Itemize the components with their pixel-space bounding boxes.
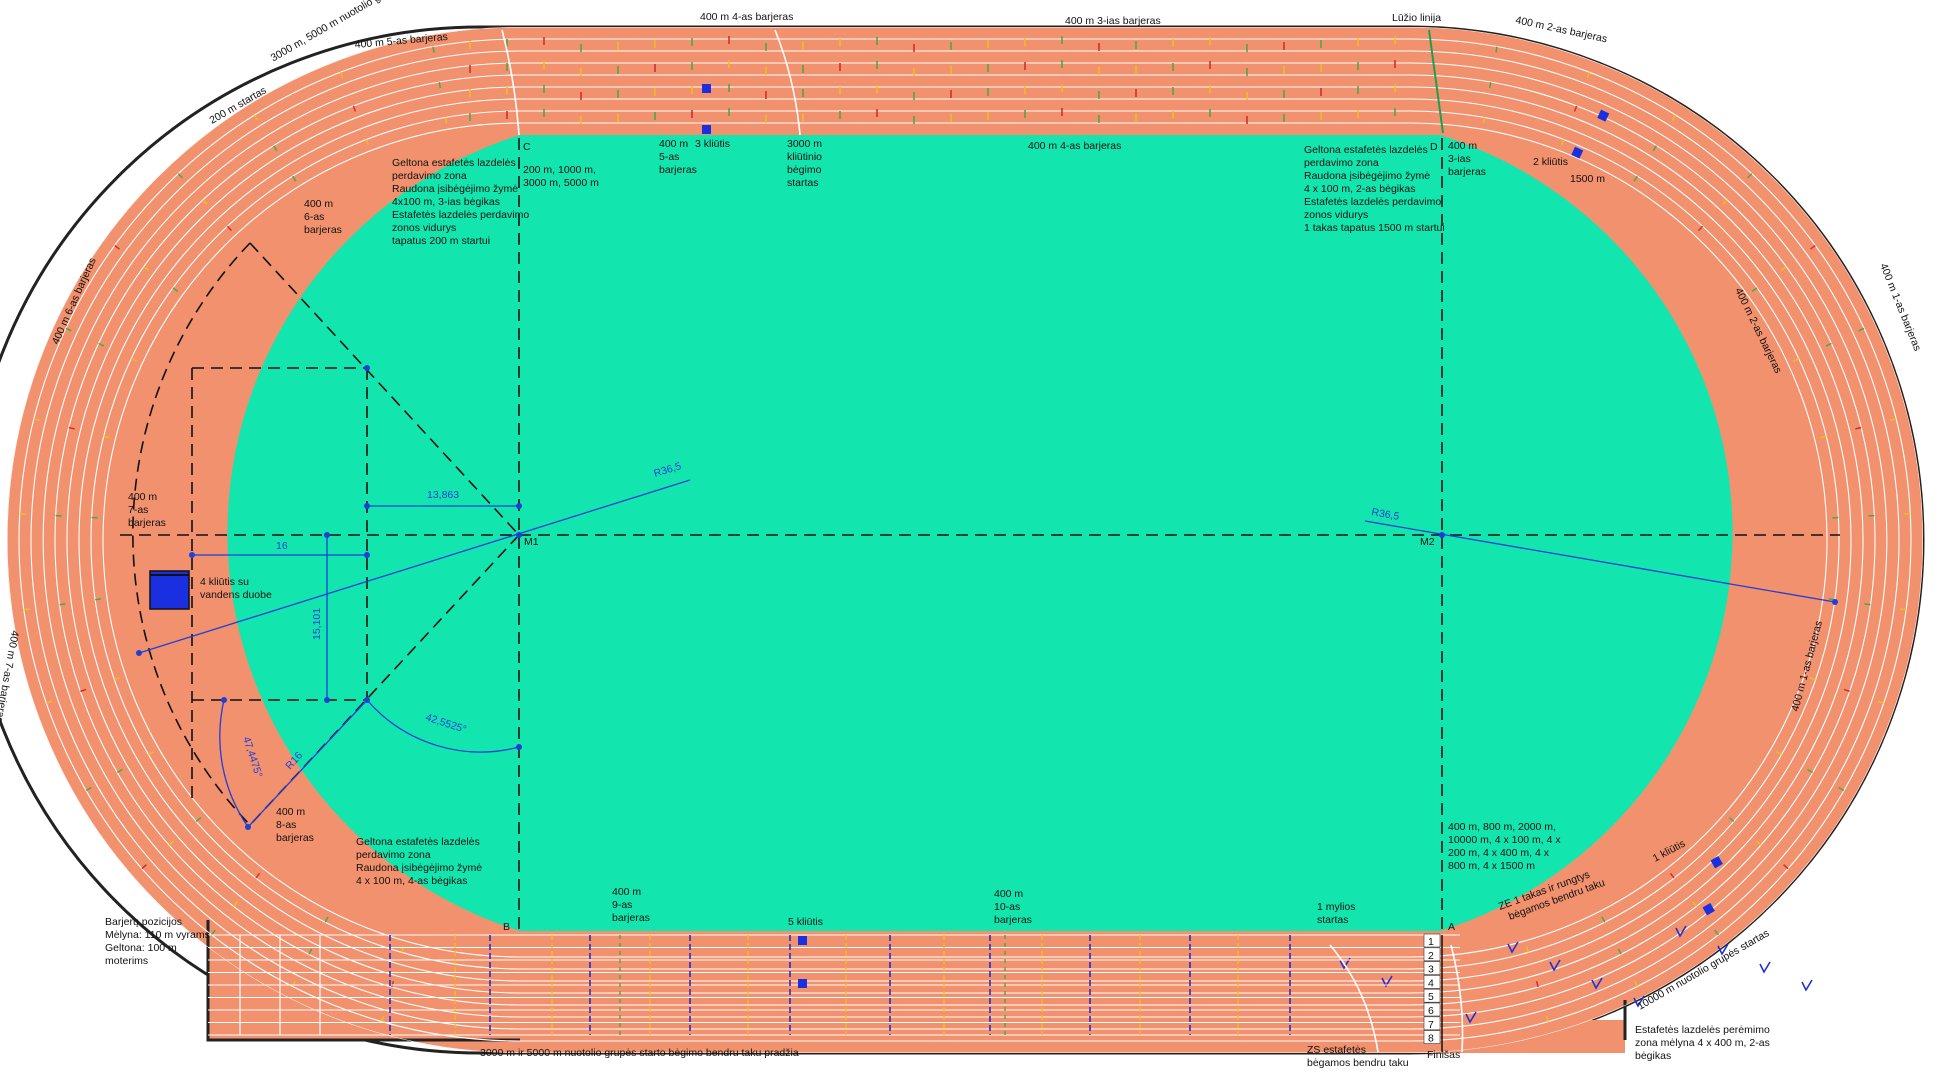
hurdle-tick (439, 82, 440, 88)
hurdle-tick (1483, 118, 1484, 124)
letter-c: C (523, 141, 531, 153)
lane-number: 1 (1428, 936, 1434, 948)
dim-16: 16 (276, 540, 288, 552)
infield-grass (227, 135, 1732, 931)
label-kliutis5: 5 kliūtis (788, 916, 823, 928)
lane-number: 8 (1428, 1033, 1434, 1045)
note-c-starts: 200 m, 1000 m,3000 m, 5000 m (523, 164, 599, 189)
lane-numbers: 1 2 34 5 6 7 8 (1424, 934, 1440, 1045)
hurdle-tick (24, 609, 30, 610)
hurdle-tick (60, 604, 66, 605)
lane-number: 5 (1428, 991, 1434, 1003)
label-h7-left: 400 m 7-as barjeras (0, 629, 21, 723)
label-break-line: Lūžio linija (1392, 12, 1441, 24)
label-h4-top: 400 m 4-as barjeras (700, 11, 793, 23)
lane-number: 4 (1428, 977, 1434, 989)
sprint-straight-extension (208, 928, 520, 1040)
hurdle-tick (446, 118, 447, 124)
label-finish: Finišas (1427, 1049, 1460, 1061)
hurdle-tick (1490, 82, 1491, 88)
letter-m1: M1 (524, 536, 539, 548)
letter-a: A (1448, 921, 1455, 933)
lane-number: 3 (1428, 964, 1434, 976)
hurdle-tick (1900, 609, 1906, 610)
label-h3-top: 400 m 3-ias barjeras (1065, 15, 1161, 27)
dim-15: 15,101 (311, 608, 323, 640)
label-h1-right: 400 m 1-as barjeras (1877, 262, 1923, 353)
label-kliutis3: 3 kliūtis (695, 138, 730, 150)
letter-d: D (1430, 141, 1438, 153)
relay-mark (1760, 962, 1770, 972)
label-1500: 1500 m (1570, 173, 1605, 185)
letter-b: B (503, 921, 510, 933)
hurdle-tick (1496, 47, 1497, 53)
water-jump-pit (150, 571, 189, 609)
label-common-start: 3000 m ir 5000 m nuotolio grupės starto … (480, 1047, 799, 1059)
lane-number: 2 (1428, 950, 1434, 962)
lane-number: 7 (1428, 1019, 1434, 1031)
relay-mark (1802, 980, 1812, 990)
label-h4-mid: 400 m 4-as barjeras (1028, 140, 1121, 152)
hurdle-tick (1865, 604, 1871, 605)
dim-13: 13,863 (427, 489, 459, 501)
hurdle-tick (95, 599, 101, 600)
label-kliutis2: 2 kliūtis (1533, 156, 1568, 168)
letter-m2: M2 (1420, 536, 1435, 548)
lane-number: 6 (1428, 1005, 1434, 1017)
hurdle-tick (433, 47, 434, 53)
